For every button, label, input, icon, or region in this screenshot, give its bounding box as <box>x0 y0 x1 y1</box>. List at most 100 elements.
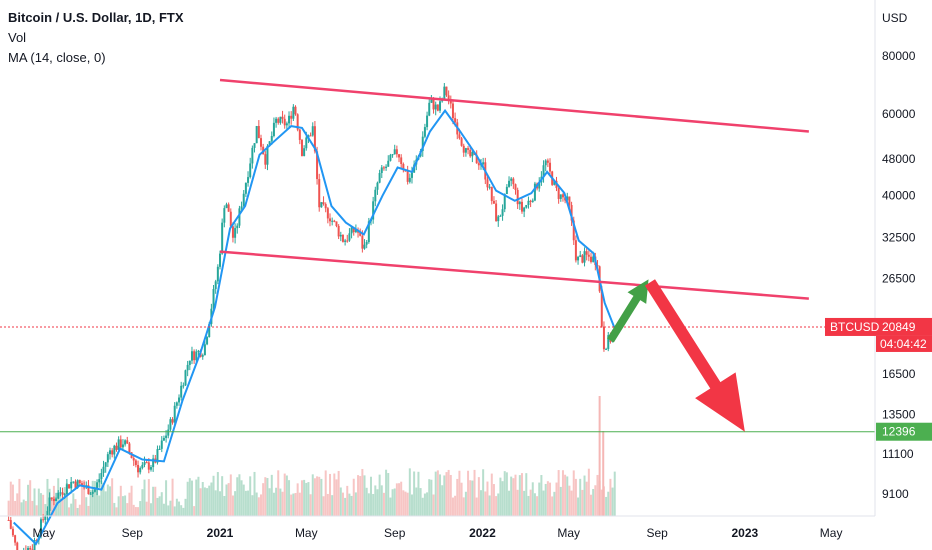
volume-bar <box>173 506 176 516</box>
candle-body <box>445 86 448 96</box>
volume-bar <box>298 492 301 516</box>
volume-bar <box>406 492 409 516</box>
candle-body <box>42 519 45 521</box>
ma-indicator-label[interactable]: MA (14, close, 0) <box>8 50 106 65</box>
volume-bar <box>316 476 319 516</box>
volume-bar <box>385 469 388 516</box>
volume-bar <box>219 491 222 516</box>
volume-bar <box>458 470 461 516</box>
volume-bar <box>378 474 381 516</box>
candle-body <box>244 182 247 194</box>
candle-body <box>577 256 580 261</box>
candle-body <box>447 95 450 101</box>
volume-bar <box>253 471 256 516</box>
candle-body <box>352 227 355 233</box>
candle-body <box>137 464 140 473</box>
candle-body <box>423 127 426 137</box>
volume-bar <box>31 500 34 516</box>
volume-bar <box>259 494 262 516</box>
candle-body <box>102 466 105 473</box>
volume-bar <box>96 487 99 516</box>
candle-body <box>568 196 571 206</box>
volume-bar <box>322 496 325 516</box>
x-tick-label: Sep <box>384 526 406 540</box>
volume-bar <box>579 478 582 516</box>
volume-bar <box>214 490 217 516</box>
candle-body <box>488 186 491 188</box>
candle-body <box>382 167 385 169</box>
volume-bar <box>162 503 165 516</box>
volume-bar <box>372 493 375 516</box>
volume-bar <box>89 489 92 516</box>
candle-body <box>339 234 342 237</box>
candle-body <box>501 209 504 216</box>
volume-bar <box>516 489 519 516</box>
volume-bar <box>18 478 21 516</box>
volume-bar <box>348 493 351 516</box>
candle-body <box>516 189 519 205</box>
candle-body <box>354 229 357 233</box>
x-tick-label: May <box>557 526 580 540</box>
price-axis[interactable]: USD 80000 60000 48000 40000 32500 26500 16500 1… <box>882 11 916 501</box>
volume-bar <box>63 487 66 516</box>
volume-bar <box>464 491 467 516</box>
volume-bar <box>223 495 226 516</box>
candle-body <box>587 254 590 257</box>
volume-bar <box>98 495 101 516</box>
volume-bar <box>9 481 12 516</box>
candle-body <box>309 135 312 137</box>
volume-bar <box>145 501 148 516</box>
time-axis[interactable]: May Sep 2021 May Sep 2022 May Sep 2023 May <box>33 526 843 540</box>
volume-bar <box>501 481 504 516</box>
symbol-title[interactable]: Bitcoin / U.S. Dollar, 1D, FTX <box>8 10 184 25</box>
vol-indicator-label[interactable]: Vol <box>8 30 27 45</box>
volume-bar <box>212 475 215 516</box>
candle-body <box>115 445 118 450</box>
volume-bar <box>531 482 534 516</box>
volume-bar <box>527 495 530 516</box>
volume-bar <box>505 472 508 516</box>
volume-bar <box>544 483 547 516</box>
candle-body <box>585 251 588 255</box>
candle-body <box>132 458 135 461</box>
x-tick-label: Sep <box>122 526 144 540</box>
volume-bar <box>570 490 573 516</box>
candle-body <box>147 462 150 470</box>
volume-bar <box>598 396 601 516</box>
volume-bar <box>398 483 401 516</box>
volume-bar <box>87 505 90 516</box>
candle-body <box>326 208 329 219</box>
volume-bar <box>141 489 144 516</box>
volume-bar <box>229 474 232 516</box>
candle-body <box>141 464 144 469</box>
candle-body <box>426 115 429 128</box>
candle-body <box>91 491 94 494</box>
candle-body <box>592 256 595 262</box>
candle-body <box>281 116 284 119</box>
candle-body <box>333 220 336 222</box>
candle-body <box>579 255 582 257</box>
volume-bar <box>182 507 185 516</box>
candle-body <box>143 462 146 465</box>
countdown-value: 04:04:42 <box>880 337 927 351</box>
candle-body <box>471 151 474 157</box>
candle-body <box>48 497 51 511</box>
volume-bar <box>117 496 120 516</box>
volume-bar <box>279 488 282 516</box>
volume-bar <box>37 488 40 516</box>
candle-body <box>221 222 224 254</box>
candle-body <box>180 385 183 398</box>
candle-body <box>527 200 530 206</box>
candle-body <box>389 154 392 161</box>
volume-bar <box>497 493 500 516</box>
support-tag-value: 12396 <box>882 425 916 439</box>
volume-bar <box>352 478 355 516</box>
volume-bar <box>376 489 379 516</box>
volume-bar <box>160 492 163 516</box>
candle-body <box>402 163 405 171</box>
candle-body <box>374 189 377 202</box>
candle-body <box>348 233 351 241</box>
volume-bar <box>208 485 211 516</box>
volume-bar <box>594 485 597 516</box>
